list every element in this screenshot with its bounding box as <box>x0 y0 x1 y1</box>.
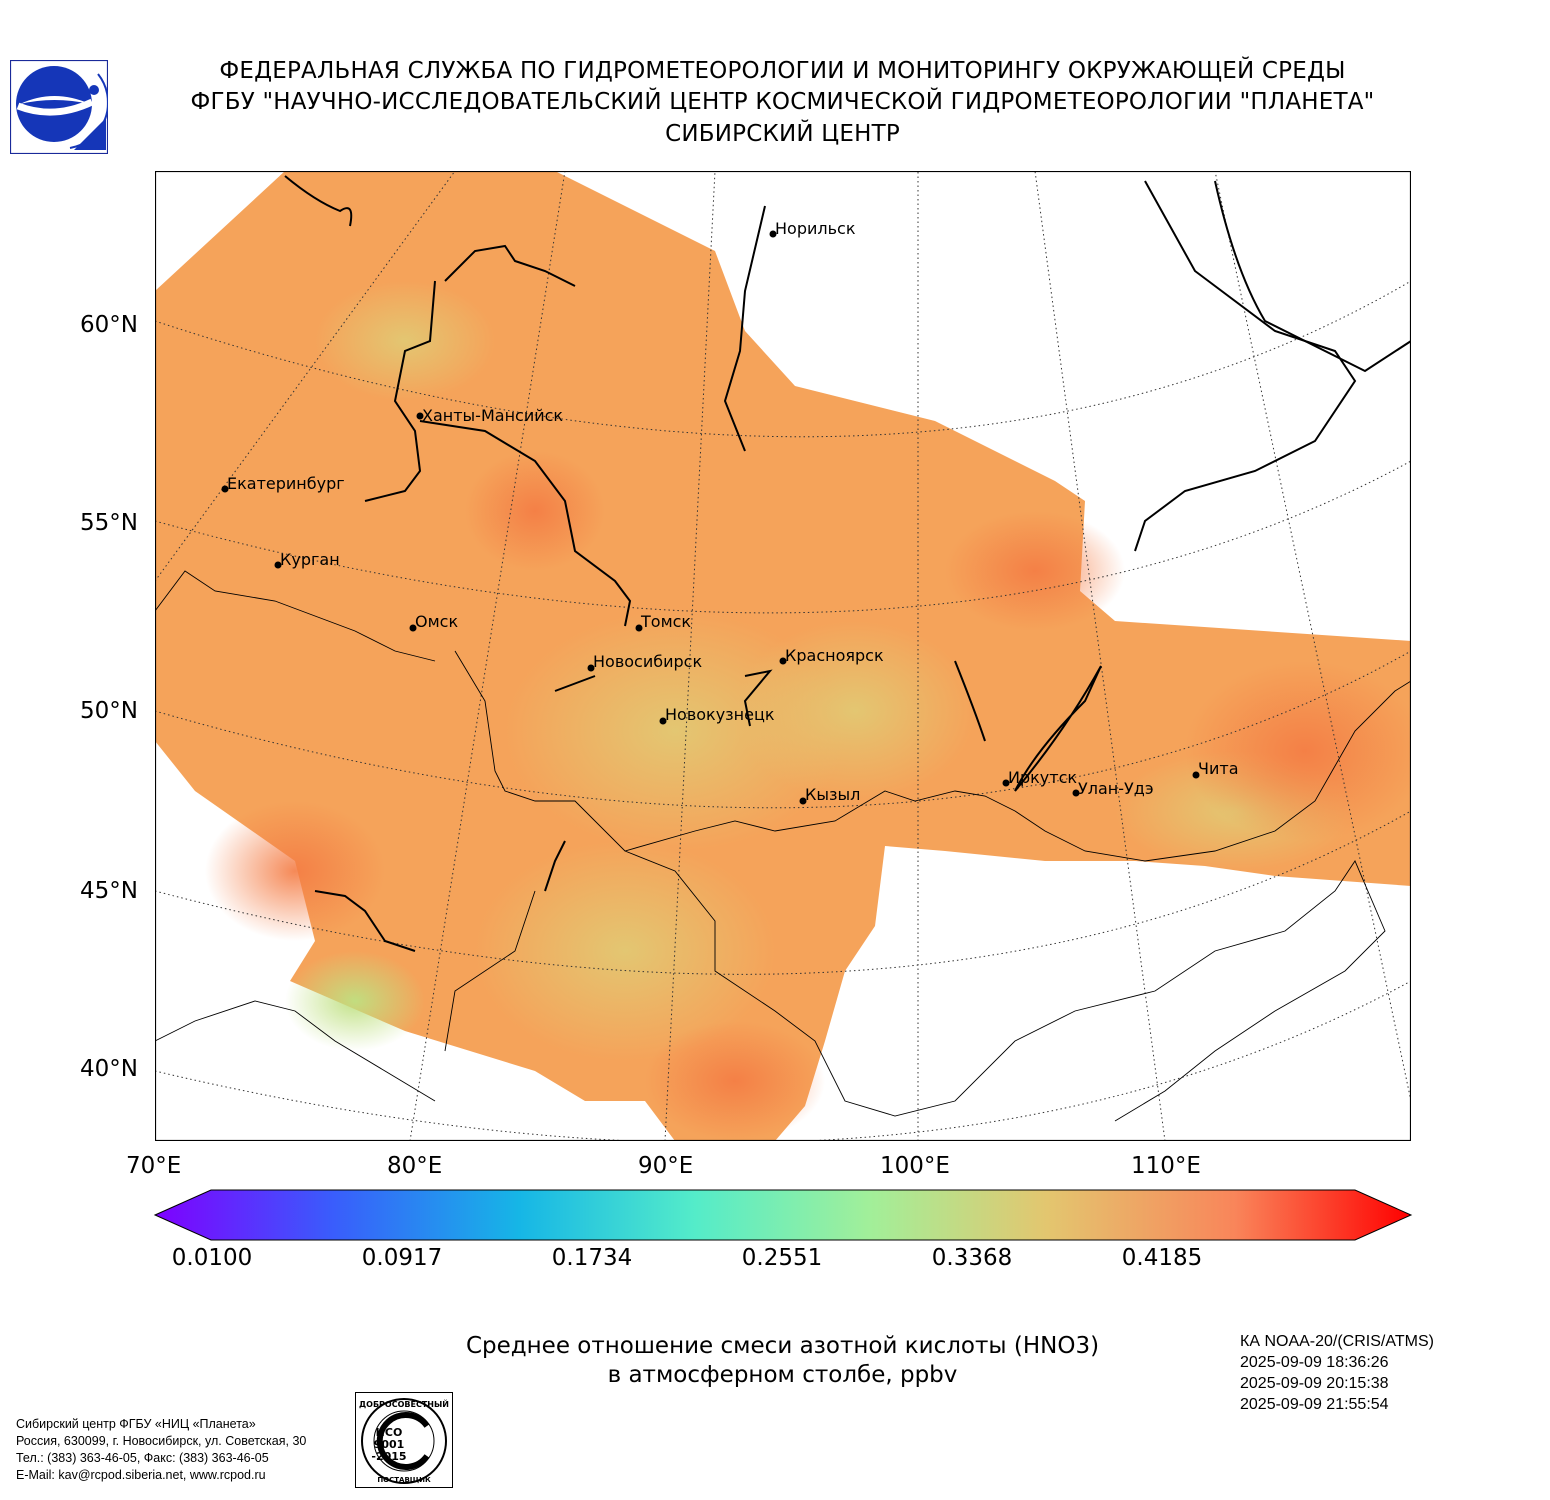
lat-label-55: 55°N <box>80 510 138 536</box>
city-dot-tomsk <box>635 624 643 632</box>
iso-bottom-text: ПОСТАВЩИК <box>377 1476 431 1484</box>
satellite-time-1: 2025-09-09 18:36:26 <box>1240 1354 1389 1371</box>
city-dot-khanty-mansiysk <box>416 412 424 420</box>
colorbar-label-0: 0.0100 <box>171 1245 253 1271</box>
city-dot-ekaterinburg <box>221 485 229 493</box>
city-label-novokuznetsk: Новокузнецк <box>665 705 775 724</box>
city-dot-kyzyl <box>799 797 807 805</box>
city-label-khanty-mansiysk: Ханты-Мансийск <box>422 406 563 425</box>
iso-line-3: -2015 <box>371 1450 406 1463</box>
city-label-krasnoyarsk: Красноярск <box>785 646 884 665</box>
colorbar <box>153 1188 1413 1242</box>
city-dot-norilsk <box>769 230 777 238</box>
header-line-3: СИБИРСКИЙ ЦЕНТР <box>665 121 900 147</box>
satellite-name: КА NOAA-20/(CRIS/ATMS) <box>1240 1333 1434 1350</box>
city-dot-ulan-ude <box>1072 789 1080 797</box>
lon-label-100: 100°E <box>880 1153 950 1179</box>
city-label-kurgan: Курган <box>280 550 340 569</box>
colorbar-label-5: 0.4185 <box>1121 1245 1203 1271</box>
lon-label-80: 80°E <box>387 1153 443 1179</box>
planeta-logo <box>9 59 109 155</box>
iso-top-text: ДОБРОСОВЕСТНЫЙ <box>359 1398 449 1409</box>
city-dot-chita <box>1192 771 1200 779</box>
city-label-irkutsk: Иркутск <box>1008 768 1077 787</box>
lon-label-70: 70°E <box>126 1153 182 1179</box>
lon-label-110: 110°E <box>1131 1153 1201 1179</box>
map-area: Норильск Ханты-Мансийск Екатеринбург Кур… <box>154 170 1412 1142</box>
lat-label-45: 45°N <box>80 878 138 904</box>
contact-line-2: Россия, 630099, г. Новосибирск, ул. Сове… <box>16 1434 307 1448</box>
city-label-kyzyl: Кызыл <box>805 785 860 804</box>
header-line-2: ФГБУ "НАУЧНО-ИССЛЕДОВАТЕЛЬСКИЙ ЦЕНТР КОС… <box>190 89 1375 115</box>
city-label-tomsk: Томск <box>640 612 691 631</box>
iso-line-2: 9001 <box>374 1438 405 1451</box>
lat-label-60: 60°N <box>80 312 138 338</box>
caption-line-2: в атмосферном столбе, ppbv <box>607 1362 958 1388</box>
contact-line-1: Сибирский центр ФГБУ «НИЦ «Планета» <box>16 1417 256 1431</box>
city-dot-irkutsk <box>1002 779 1010 787</box>
city-dot-krasnoyarsk <box>779 657 787 665</box>
caption-line-1: Среднее отношение смеси азотной кислоты … <box>465 1333 1100 1359</box>
satellite-time-2: 2025-09-09 20:15:38 <box>1240 1375 1389 1392</box>
iso-badge: ДОБРОСОВЕСТНЫЙ ИСО 9001 -2015 ПОСТАВЩИК <box>355 1392 453 1488</box>
city-label-chita: Чита <box>1198 759 1239 778</box>
contact-line-3: Тел.: (383) 363-46-05, Факс: (383) 363-4… <box>16 1451 269 1465</box>
contact-line-4: E-Mail: kav@rcpod.siberia.net, www.rcpod… <box>16 1468 266 1482</box>
city-dot-novokuznetsk <box>659 717 667 725</box>
city-dot-kurgan <box>274 561 282 569</box>
city-label-ulan-ude: Улан-Удэ <box>1078 779 1154 798</box>
colorbar-label-2: 0.1734 <box>551 1245 633 1271</box>
header-line-1: ФЕДЕРАЛЬНАЯ СЛУЖБА ПО ГИДРОМЕТЕОРОЛОГИИ … <box>219 58 1346 84</box>
city-label-omsk: Омск <box>415 612 458 631</box>
iso-line-1: ИСО <box>376 1426 403 1439</box>
lat-label-40: 40°N <box>80 1056 138 1082</box>
satellite-time-3: 2025-09-09 21:55:54 <box>1240 1396 1389 1413</box>
city-label-novosibirsk: Новосибирск <box>593 652 702 671</box>
colorbar-label-1: 0.0917 <box>361 1245 443 1271</box>
city-markers <box>221 230 1200 805</box>
colorbar-label-4: 0.3368 <box>931 1245 1013 1271</box>
lat-label-50: 50°N <box>80 698 138 724</box>
city-dot-omsk <box>409 624 417 632</box>
colorbar-gradient <box>153 1189 1413 1241</box>
city-dot-novosibirsk <box>587 664 595 672</box>
colorbar-label-3: 0.2551 <box>741 1245 823 1271</box>
city-label-ekaterinburg: Екатеринбург <box>227 474 345 493</box>
lon-label-90: 90°E <box>638 1153 694 1179</box>
city-label-norilsk: Норильск <box>775 219 856 238</box>
